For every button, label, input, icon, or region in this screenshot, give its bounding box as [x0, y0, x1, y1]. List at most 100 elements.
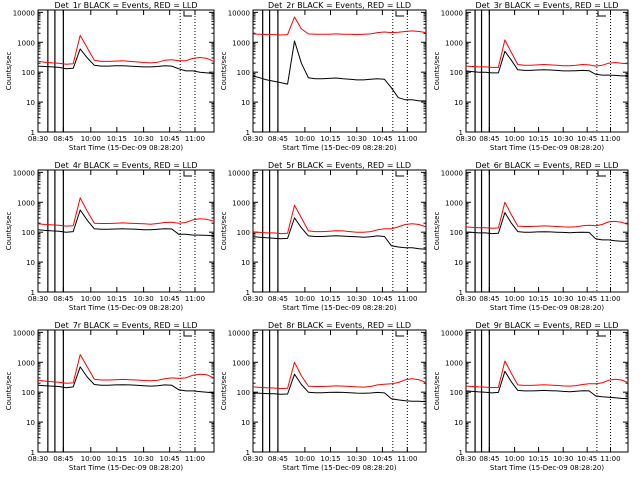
y-tick-label: 10	[26, 259, 35, 267]
chart-panel: Det_1r BLACK = Events, RED = LLD 1 10 100 10…	[5, 1, 215, 152]
y-tick-label: 1	[31, 289, 35, 297]
y-axis-label: Counts/sec	[5, 52, 13, 91]
x-tick-label: 08:45	[268, 455, 288, 463]
y-tick-label: 100	[450, 229, 463, 237]
x-tick-label: 10:00	[295, 295, 315, 303]
x-tick-label: 10:15	[107, 455, 127, 463]
corner-bracket	[597, 171, 606, 177]
chart-panel: Det_3r BLACK = Events, RED = LLD 1 10 100 10…	[433, 1, 629, 152]
y-tick-label: 1000	[445, 199, 463, 207]
x-tick-label: 10:45	[577, 295, 597, 303]
y-tick-label: 1000	[445, 39, 463, 47]
x-axis-label: Start Time (15-Dec-09 08:28:20)	[69, 144, 183, 152]
y-tick-label: 1	[459, 449, 463, 457]
x-tick-label: 10:15	[528, 135, 548, 143]
x-tick-label: 10:45	[160, 135, 180, 143]
x-tick-label: 11:00	[600, 455, 620, 463]
series-lld-line	[465, 360, 629, 389]
x-tick-label: 10:00	[295, 455, 315, 463]
y-tick-label: 1	[31, 449, 35, 457]
x-tick-label: 10:15	[320, 135, 340, 143]
x-tick-label: 08:45	[479, 135, 499, 143]
x-tick-label: 10:45	[577, 455, 597, 463]
x-tick-label: 08:30	[456, 135, 476, 143]
x-tick-label: 08:45	[53, 295, 73, 303]
chart-panel: Det_7r BLACK = Events, RED = LLD 1 10 100 10…	[5, 321, 215, 472]
y-tick-label: 100	[450, 69, 463, 77]
y-tick-label: 10000	[441, 169, 463, 177]
x-tick-label: 11:00	[185, 295, 205, 303]
y-axis-label: Counts/sec	[433, 372, 441, 411]
y-tick-label: 10	[241, 419, 250, 427]
y-axis-label: Counts/sec	[433, 212, 441, 251]
y-tick-label: 1	[459, 129, 463, 137]
x-tick-label: 10:15	[320, 455, 340, 463]
x-tick-label: 10:30	[347, 455, 367, 463]
series-lld-line	[465, 201, 629, 229]
x-tick-label: 10:00	[81, 295, 101, 303]
chart-panel: Det_5r BLACK = Events, RED = LLD 1 10 100 10…	[220, 161, 427, 312]
plot-frame	[465, 9, 629, 133]
x-tick-label: 10:45	[372, 295, 392, 303]
series-lld-line	[37, 197, 215, 227]
chart-panel: Det_4r BLACK = Events, RED = LLD 1 10 100 10…	[5, 161, 215, 312]
y-tick-label: 100	[22, 389, 35, 397]
y-axis-label: Counts/sec	[5, 372, 13, 411]
x-tick-label: 10:30	[553, 295, 573, 303]
x-tick-label: 11:00	[600, 135, 620, 143]
corner-bracket	[395, 171, 404, 177]
x-tick-label: 11:00	[397, 455, 417, 463]
x-tick-label: 10:30	[347, 295, 367, 303]
x-tick-label: 10:30	[134, 135, 154, 143]
corner-bracket	[597, 11, 606, 17]
y-tick-label: 1	[459, 289, 463, 297]
chart-title: Det_5r BLACK = Events, RED = LLD	[268, 161, 411, 170]
chart-panel: Det_2r BLACK = Events, RED = LLD 1 10 100 10…	[220, 1, 427, 152]
y-tick-label: 10	[454, 419, 463, 427]
y-axis-label: Counts/sec	[220, 52, 228, 91]
y-tick-label: 1000	[232, 39, 250, 47]
series-events-line	[252, 373, 427, 403]
y-tick-label: 1000	[232, 359, 250, 367]
y-tick-label: 1000	[17, 39, 35, 47]
plot-frame	[252, 169, 427, 293]
y-tick-label: 100	[22, 69, 35, 77]
x-tick-label: 10:45	[372, 135, 392, 143]
y-tick-label: 10000	[13, 9, 35, 17]
x-tick-label: 10:00	[81, 135, 101, 143]
chart-panel: Det_9r BLACK = Events, RED = LLD 1 10 100 10…	[433, 321, 629, 472]
x-tick-label: 10:45	[372, 455, 392, 463]
corner-bracket	[183, 331, 192, 337]
x-tick-label: 10:30	[553, 455, 573, 463]
y-tick-label: 1000	[232, 199, 250, 207]
y-tick-label: 100	[450, 389, 463, 397]
y-tick-label: 10	[454, 99, 463, 107]
x-tick-label: 08:45	[268, 295, 288, 303]
y-tick-label: 10	[241, 99, 250, 107]
x-tick-label: 08:30	[243, 455, 263, 463]
y-tick-label: 1000	[17, 359, 35, 367]
series-events-line	[37, 48, 215, 75]
x-tick-label: 10:00	[505, 135, 525, 143]
series-events-line	[37, 366, 215, 394]
series-events-line	[465, 212, 628, 242]
x-tick-label: 10:45	[160, 295, 180, 303]
chart-title: Det_8r BLACK = Events, RED = LLD	[268, 321, 411, 330]
corner-bracket	[597, 331, 606, 337]
x-tick-label: 10:30	[134, 455, 154, 463]
x-axis-label: Start Time (15-Dec-09 08:28:20)	[490, 144, 604, 152]
y-tick-label: 1	[31, 129, 35, 137]
plot-frame	[465, 169, 629, 293]
x-axis-label: Start Time (15-Dec-09 08:28:20)	[490, 464, 604, 472]
y-tick-label: 10	[454, 259, 463, 267]
chart-title: Det_3r BLACK = Events, RED = LLD	[475, 1, 618, 10]
series-lld-line	[37, 34, 215, 65]
plot-frame	[252, 329, 427, 453]
y-tick-label: 10000	[441, 329, 463, 337]
x-tick-label: 10:00	[81, 455, 101, 463]
y-tick-label: 1	[246, 289, 250, 297]
y-axis-label: Counts/sec	[220, 212, 228, 251]
corner-bracket	[395, 331, 404, 337]
x-tick-label: 08:45	[53, 135, 73, 143]
